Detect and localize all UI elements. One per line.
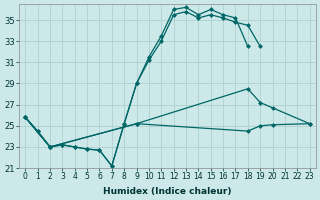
X-axis label: Humidex (Indice chaleur): Humidex (Indice chaleur) [103, 187, 232, 196]
